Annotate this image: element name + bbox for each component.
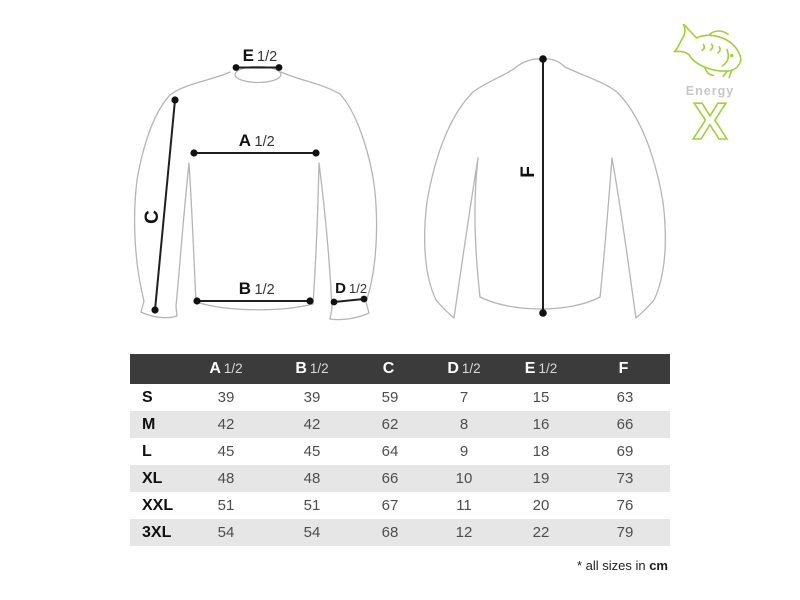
footnote-unit: cm bbox=[649, 558, 668, 573]
header-b-letter: B bbox=[295, 360, 307, 377]
back-shirt-outline bbox=[424, 58, 666, 319]
cell-value: 22 bbox=[532, 524, 550, 541]
header-col-e: E 1/2 bbox=[502, 354, 580, 384]
label-f-letter: F bbox=[518, 166, 539, 178]
front-collar-outline bbox=[234, 65, 282, 84]
cell-value: 18 bbox=[532, 443, 550, 460]
header-col-f: F bbox=[580, 354, 670, 384]
header-e-letter: E bbox=[524, 360, 536, 377]
cell-value: 51 bbox=[303, 497, 321, 514]
cell-value: 15 bbox=[532, 389, 550, 406]
header-d-fraction: 1/2 bbox=[461, 361, 481, 376]
label-e-fraction: 1/2 bbox=[257, 49, 277, 65]
size-label: S bbox=[142, 388, 153, 406]
brand-energy-label: Energy bbox=[685, 84, 735, 98]
cell-value: 16 bbox=[532, 416, 550, 433]
cell-value: 9 bbox=[459, 443, 469, 460]
label-d-fraction: 1/2 bbox=[349, 281, 367, 296]
size-label: L bbox=[142, 442, 152, 460]
label-e-letter: E bbox=[243, 46, 254, 65]
header-size-cell bbox=[130, 354, 182, 384]
size-label: XXL bbox=[142, 496, 174, 514]
header-c-letter: C bbox=[382, 360, 395, 377]
cell-value: 12 bbox=[455, 524, 473, 541]
size-label: M bbox=[142, 415, 156, 433]
header-a-letter: A bbox=[209, 360, 221, 377]
size-table: A 1/2 B 1/2 C D 1/2 E 1/2 F S 39 39 59 7 15 … bbox=[130, 354, 670, 546]
cell-value: 11 bbox=[456, 497, 472, 514]
table-row-l: L 45 45 64 9 18 69 bbox=[130, 438, 670, 465]
measurement-line-d: D 1/2 bbox=[330, 280, 368, 306]
table-row-m: M 42 42 62 8 16 66 bbox=[130, 411, 670, 438]
label-a-letter: A bbox=[239, 131, 251, 150]
cell-value: 39 bbox=[217, 389, 235, 406]
cell-value: 73 bbox=[616, 470, 634, 487]
cell-value: 68 bbox=[381, 524, 399, 541]
measurement-line-b: B 1/2 bbox=[193, 279, 314, 305]
table-row-xl: XL 48 48 66 10 19 73 bbox=[130, 465, 670, 492]
label-a-fraction: 1/2 bbox=[255, 134, 275, 150]
cell-value: 79 bbox=[616, 524, 634, 541]
measurement-line-f: F bbox=[518, 55, 547, 317]
front-garment-diagram: E 1/2 A 1/2 B 1/2 C D 1/ bbox=[133, 46, 378, 321]
label-b-fraction: 1/2 bbox=[255, 282, 275, 298]
cell-value: 54 bbox=[303, 524, 321, 541]
table-row-s: S 39 39 59 7 15 63 bbox=[130, 384, 670, 411]
measurement-line-a: A 1/2 bbox=[190, 131, 320, 157]
cell-value: 48 bbox=[303, 470, 321, 487]
cell-value: 20 bbox=[532, 497, 550, 514]
header-col-d: D 1/2 bbox=[426, 354, 502, 384]
header-e-fraction: 1/2 bbox=[538, 361, 558, 376]
size-label: XL bbox=[142, 469, 163, 487]
header-col-c: C bbox=[354, 354, 426, 384]
cell-value: 51 bbox=[217, 497, 235, 514]
cell-value: 39 bbox=[303, 389, 321, 406]
cell-value: 66 bbox=[616, 416, 634, 433]
header-a-fraction: 1/2 bbox=[223, 361, 243, 376]
front-shirt-outline bbox=[133, 71, 378, 321]
cell-value: 62 bbox=[381, 416, 399, 433]
footnote-text: * all sizes in bbox=[576, 558, 646, 573]
cell-value: 48 bbox=[217, 470, 235, 487]
cell-value: 7 bbox=[459, 389, 469, 406]
cell-value: 67 bbox=[381, 497, 399, 514]
brand-logo: Energy X bbox=[660, 24, 760, 146]
table-row-xxl: XXL 51 51 67 11 20 76 bbox=[130, 492, 670, 519]
cell-value: 8 bbox=[459, 416, 469, 433]
header-d-letter: D bbox=[447, 360, 459, 377]
label-d-letter: D bbox=[335, 280, 346, 297]
cell-value: 66 bbox=[381, 470, 399, 487]
measurement-line-e: E 1/2 bbox=[232, 46, 283, 71]
cell-value: 19 bbox=[532, 470, 550, 487]
cell-value: 45 bbox=[303, 443, 321, 460]
cell-value: 42 bbox=[303, 416, 321, 433]
header-col-b: B 1/2 bbox=[270, 354, 354, 384]
label-b-letter: B bbox=[239, 279, 251, 298]
header-f-letter: F bbox=[618, 360, 629, 377]
header-col-a: A 1/2 bbox=[182, 354, 270, 384]
label-c-letter: C bbox=[142, 210, 163, 224]
cell-value: 64 bbox=[381, 443, 399, 460]
size-label: 3XL bbox=[142, 523, 172, 541]
cell-value: 10 bbox=[455, 470, 473, 487]
carp-fish-icon bbox=[673, 24, 742, 79]
header-b-fraction: 1/2 bbox=[309, 361, 329, 376]
cell-value: 54 bbox=[217, 524, 235, 541]
cell-value: 76 bbox=[616, 497, 634, 514]
brand-x-letter: X bbox=[693, 94, 728, 146]
units-footnote: * all sizes in cm bbox=[577, 558, 668, 573]
table-row-3xl: 3XL 54 54 68 12 22 79 bbox=[130, 519, 670, 546]
cell-value: 59 bbox=[381, 389, 399, 406]
cell-value: 45 bbox=[217, 443, 235, 460]
brand-x-mark: X bbox=[692, 94, 729, 146]
cell-value: 69 bbox=[616, 443, 634, 460]
measurement-line-c: C bbox=[142, 96, 179, 314]
cell-value: 63 bbox=[616, 389, 634, 406]
table-header-row: A 1/2 B 1/2 C D 1/2 E 1/2 F bbox=[130, 354, 670, 384]
back-garment-diagram: F bbox=[424, 55, 666, 319]
cell-value: 42 bbox=[217, 416, 235, 433]
